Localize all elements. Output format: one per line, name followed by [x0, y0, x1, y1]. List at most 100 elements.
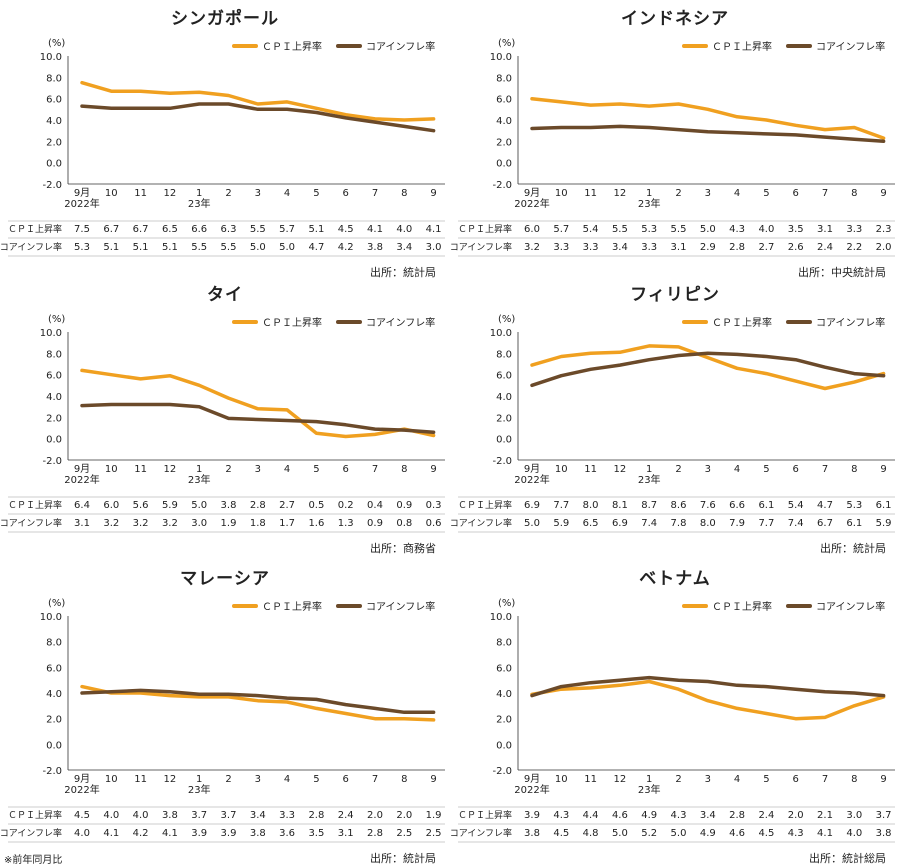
legend-swatch — [786, 43, 812, 48]
chart-panel-vietnam: ベトナム ＣＰＩ上昇率 コアインフレ率 (%) 10.0 8.0 6.0 4.0 2.0 0.0-… — [450, 564, 900, 865]
series-line-cpi — [80, 684, 436, 722]
x-tick-label: 6 — [793, 464, 799, 475]
table-cell-cpi: 2.8 — [729, 810, 745, 821]
legend-label: ＣＰＩ上昇率 — [712, 602, 772, 613]
legend-label: ＣＰＩ上昇率 — [262, 602, 322, 613]
x-year-label: 2022年 — [514, 783, 549, 796]
table-cell-cpi: 3.8 — [162, 810, 178, 821]
x-tick-label: 7 — [372, 774, 378, 785]
y-tick-label: 6.0 — [496, 371, 512, 382]
x-year-label: 23年 — [638, 197, 661, 210]
table-cell-core: 5.0 — [612, 828, 628, 839]
legend-label: コアインフレ率 — [816, 42, 886, 53]
table-cell-core: 5.3 — [74, 242, 90, 253]
table-cell-core: 3.8 — [524, 828, 540, 839]
table-cell-core: 4.3 — [788, 828, 804, 839]
table-cell-core: 7.7 — [758, 518, 774, 529]
table-row-label-core: コアインフレ率 — [0, 517, 62, 529]
table-cell-core: 5.0 — [250, 242, 266, 253]
table-cell-cpi: 2.4 — [758, 810, 774, 821]
table-cell-core: 4.2 — [338, 242, 354, 253]
table-cell-cpi: 5.9 — [162, 500, 178, 511]
y-tick-label: 6.0 — [46, 663, 62, 674]
table-cell-core: 1.6 — [308, 518, 324, 529]
x-tick-label: 8 — [401, 464, 407, 475]
y-tick-label: 2.0 — [46, 413, 62, 424]
table-cell-core: 1.8 — [250, 518, 266, 529]
table-cell-core: 3.0 — [426, 242, 442, 253]
table-cell-cpi: 4.0 — [758, 224, 774, 235]
y-unit-label: (%) — [48, 38, 65, 49]
table-cell-core: 0.6 — [426, 518, 442, 529]
chart-svg: (%)10.08.06.04.02.00.0-2.09月 10 11 12 1 2 3 4 5 6… — [0, 314, 445, 533]
table-cell-core: 2.0 — [876, 242, 892, 253]
x-year-label: 2022年 — [514, 473, 549, 486]
table-cell-cpi: 2.0 — [396, 810, 412, 821]
table-cell-core: 1.9 — [221, 518, 237, 529]
y-tick-label: 6.0 — [496, 95, 512, 106]
table-cell-core: 5.0 — [671, 828, 687, 839]
series-line-core — [530, 675, 886, 698]
x-tick-label: 1 — [196, 774, 202, 785]
x-tick-label: 11 — [134, 774, 147, 785]
table-cell-cpi: 2.0 — [367, 810, 383, 821]
series-line-cpi — [80, 368, 436, 439]
y-tick-label: 6.0 — [46, 95, 62, 106]
y-tick-label: 0.0 — [46, 740, 62, 751]
x-tick-label: 1 — [646, 464, 652, 475]
chart-title: タイ — [207, 285, 243, 305]
x-tick-label: 8 — [851, 464, 857, 475]
table-row-label-cpi: ＣＰＩ上昇率 — [8, 499, 62, 511]
y-tick-label: 2.0 — [496, 715, 512, 726]
chart-legend: ＣＰＩ上昇率 コアインフレ率 — [682, 38, 893, 53]
y-tick-label: 0.0 — [496, 740, 512, 751]
table-cell-core: 3.9 — [221, 828, 237, 839]
table-cell-cpi: 6.0 — [524, 224, 540, 235]
y-tick-label: 6.0 — [46, 371, 62, 382]
table-cell-core: 3.8 — [250, 828, 266, 839]
table-cell-core: 3.4 — [612, 242, 628, 253]
legend-swatch — [682, 43, 708, 48]
table-cell-cpi: 3.0 — [846, 810, 862, 821]
x-tick-label: 9月 — [524, 773, 540, 785]
table-cell-core: 5.5 — [191, 242, 207, 253]
table-cell-cpi: 4.6 — [612, 810, 628, 821]
table-cell-cpi: 3.4 — [250, 810, 266, 821]
x-tick-label: 9 — [430, 188, 436, 199]
x-tick-label: 3 — [255, 464, 261, 475]
y-tick-label: 4.0 — [46, 392, 62, 403]
table-cell-core: 1.7 — [279, 518, 295, 529]
table-cell-core: 5.5 — [221, 242, 237, 253]
x-tick-label: 11 — [134, 188, 147, 199]
chart-panel-philippines: フィリピン ＣＰＩ上昇率 コアインフレ率 (%) 10.0 8.0 6.0 4.0 2.0 0.0… — [450, 280, 900, 555]
series-line-cpi — [530, 344, 886, 391]
x-tick-label: 12 — [164, 464, 177, 475]
x-tick-label: 10 — [555, 188, 568, 199]
x-tick-label: 9月 — [74, 773, 90, 785]
table-cell-cpi: 4.1 — [426, 224, 442, 235]
table-cell-core: 4.6 — [729, 828, 745, 839]
table-cell-core: 7.8 — [671, 518, 687, 529]
chart-title: マレーシア — [180, 569, 270, 589]
table-cell-cpi: 3.7 — [221, 810, 237, 821]
table-cell-cpi: 5.0 — [191, 500, 207, 511]
table-cell-core: 5.1 — [133, 242, 149, 253]
table-cell-cpi: 3.1 — [817, 224, 833, 235]
x-tick-label: 12 — [614, 774, 627, 785]
y-tick-label: 4.0 — [496, 116, 512, 127]
legend-swatch — [232, 319, 258, 324]
y-tick-label: 4.0 — [496, 392, 512, 403]
table-cell-cpi: 4.1 — [367, 224, 383, 235]
table-cell-cpi: 3.7 — [191, 810, 207, 821]
series-line-core — [80, 688, 436, 715]
table-row-label-cpi: ＣＰＩ上昇率 — [458, 809, 512, 821]
y-tick-label: -2.0 — [492, 180, 512, 191]
legend-label: コアインフレ率 — [366, 602, 436, 613]
table-cell-cpi: 4.0 — [103, 810, 119, 821]
table-cell-cpi: 2.8 — [250, 500, 266, 511]
legend-label: コアインフレ率 — [366, 42, 436, 53]
table-cell-cpi: 6.6 — [191, 224, 207, 235]
table-cell-cpi: 2.1 — [817, 810, 833, 821]
table-cell-core: 3.8 — [367, 242, 383, 253]
chart-legend: ＣＰＩ上昇率 コアインフレ率 — [232, 38, 443, 53]
